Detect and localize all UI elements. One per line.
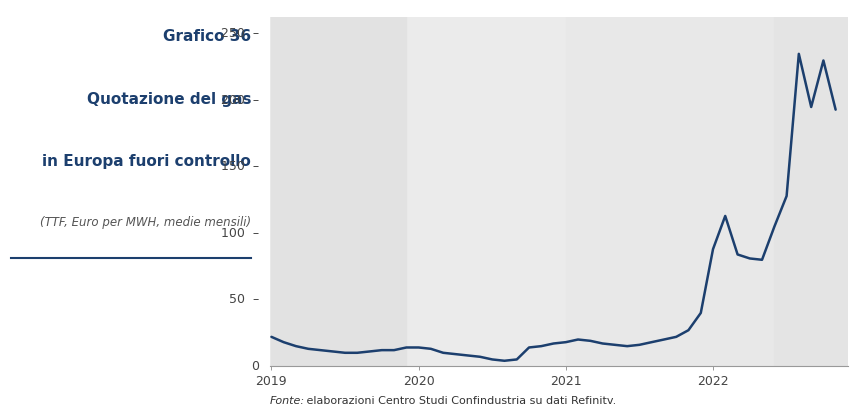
Bar xyxy=(775,17,848,366)
Text: (TTF, Euro per MWH, medie mensili): (TTF, Euro per MWH, medie mensili) xyxy=(40,216,251,229)
Text: 0: 0 xyxy=(252,359,260,373)
Text: in Europa fuori controllo: in Europa fuori controllo xyxy=(42,154,251,169)
Bar xyxy=(566,17,775,366)
Bar xyxy=(272,17,406,366)
Text: Grafico 36: Grafico 36 xyxy=(163,29,251,44)
Text: 150  –: 150 – xyxy=(221,160,260,173)
Text: 200  –: 200 – xyxy=(221,94,260,107)
Text: 50  –: 50 – xyxy=(230,293,260,306)
Text: 250  –: 250 – xyxy=(221,27,260,40)
Text: Quotazione del gas: Quotazione del gas xyxy=(87,92,251,106)
Text: elaborazioni Centro Studi Confindustria su dati Refinitv.: elaborazioni Centro Studi Confindustria … xyxy=(303,396,616,406)
Text: 100  –: 100 – xyxy=(221,227,260,240)
Text: Fonte:: Fonte: xyxy=(270,396,305,406)
